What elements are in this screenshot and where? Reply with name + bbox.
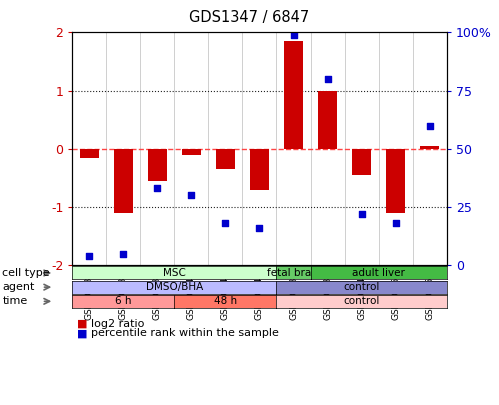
Text: time: time xyxy=(2,296,28,306)
Point xyxy=(255,225,263,231)
Point xyxy=(153,185,161,192)
Text: MSC: MSC xyxy=(163,268,186,278)
Text: log2 ratio: log2 ratio xyxy=(91,319,145,328)
Bar xyxy=(80,149,99,158)
Point xyxy=(426,122,434,129)
Text: 48 h: 48 h xyxy=(214,296,237,306)
Point xyxy=(323,76,331,82)
Bar xyxy=(182,149,201,155)
Bar xyxy=(386,149,405,213)
Point xyxy=(392,220,400,227)
Text: fetal brain: fetal brain xyxy=(266,268,320,278)
Text: percentile rank within the sample: percentile rank within the sample xyxy=(91,328,279,338)
Text: adult liver: adult liver xyxy=(352,268,405,278)
Text: DMSO/BHA: DMSO/BHA xyxy=(146,282,203,292)
Bar xyxy=(352,149,371,175)
Text: control: control xyxy=(343,282,380,292)
Point xyxy=(289,32,297,38)
Text: ■: ■ xyxy=(77,328,88,338)
Bar xyxy=(420,146,439,149)
Point xyxy=(119,250,127,257)
Text: agent: agent xyxy=(2,282,35,292)
Text: GDS1347 / 6847: GDS1347 / 6847 xyxy=(190,10,309,25)
Text: ■: ■ xyxy=(77,319,88,328)
Bar xyxy=(114,149,133,213)
Point xyxy=(358,211,366,217)
Text: control: control xyxy=(343,296,380,306)
Text: 6 h: 6 h xyxy=(115,296,132,306)
Bar xyxy=(318,91,337,149)
Bar xyxy=(148,149,167,181)
Point xyxy=(85,253,93,259)
Bar xyxy=(284,41,303,149)
Point xyxy=(222,220,230,227)
Point xyxy=(188,192,196,199)
Bar xyxy=(250,149,269,190)
Text: cell type: cell type xyxy=(2,268,50,278)
Bar xyxy=(216,149,235,169)
